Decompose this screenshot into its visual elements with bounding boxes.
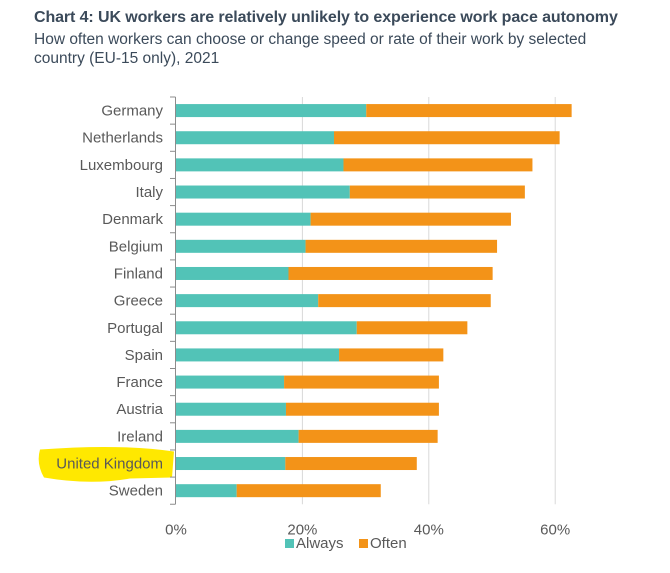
category-label: Belgium: [109, 238, 163, 255]
bar-often-spain: [339, 348, 444, 362]
category-label: Netherlands: [82, 130, 163, 147]
bar-often-luxembourg: [343, 158, 533, 172]
bar-always-greece: [176, 294, 319, 308]
bar-often-denmark: [310, 212, 511, 226]
category-label: Luxembourg: [80, 157, 163, 174]
bar-always-france: [176, 375, 285, 389]
legend-swatch-often: [359, 539, 368, 548]
category-label: Austria: [116, 401, 163, 418]
bar-always-italy: [176, 185, 350, 199]
bar-often-ireland: [298, 429, 438, 443]
bar-always-austria: [176, 402, 286, 416]
x-tick-label: 20%: [287, 521, 317, 538]
bar-always-united-kingdom: [176, 457, 286, 471]
bar-often-united-kingdom: [285, 457, 417, 471]
x-tick-label: 0%: [165, 521, 187, 538]
category-label: Denmark: [102, 211, 163, 228]
category-label: Greece: [114, 293, 163, 310]
bar-always-sweden: [176, 484, 237, 498]
category-label: Germany: [101, 103, 163, 120]
bar-often-italy: [349, 185, 525, 199]
category-label: Spain: [125, 347, 163, 364]
category-label: Sweden: [109, 483, 163, 500]
category-labels: Germany Netherlands Luxembourg Italy Denmark…: [56, 103, 163, 500]
bar-often-austria: [285, 402, 439, 416]
category-label: United Kingdom: [56, 456, 163, 473]
category-label: France: [116, 374, 163, 391]
category-label: Portugal: [107, 320, 163, 337]
y-axis: [170, 96, 176, 505]
category-label: Finland: [114, 265, 163, 282]
legend-label-often: Often: [370, 535, 407, 552]
bar-always-finland: [176, 266, 289, 280]
bars: [176, 104, 572, 498]
x-tick-label: 60%: [540, 521, 570, 538]
x-tick-label: 40%: [414, 521, 444, 538]
chart-subtitle: How often workers can choose or change s…: [34, 31, 587, 67]
bar-always-germany: [176, 104, 367, 118]
bar-often-germany: [366, 104, 572, 118]
bar-always-netherlands: [176, 131, 334, 145]
legend-swatch-always: [285, 539, 294, 548]
category-label: Ireland: [117, 428, 163, 445]
bar-often-belgium: [305, 239, 498, 253]
bar-always-denmark: [176, 212, 311, 226]
x-axis-tick-labels: 0% 20% 40% 60%: [165, 521, 570, 538]
bar-often-france: [284, 375, 439, 389]
highlight-layer: [38, 446, 174, 482]
chart-title: Chart 4: UK workers are relatively unlik…: [34, 9, 618, 26]
bar-often-portugal: [356, 321, 468, 335]
legend: Always Often: [285, 535, 407, 552]
legend-label-always: Always: [296, 535, 344, 552]
bar-always-ireland: [176, 429, 299, 443]
category-label: Italy: [135, 184, 163, 201]
bar-always-belgium: [176, 239, 306, 253]
highlighter-mark: [38, 446, 174, 482]
bar-often-sweden: [236, 484, 381, 498]
bar-often-finland: [288, 266, 493, 280]
bar-always-spain: [176, 348, 340, 362]
bar-always-portugal: [176, 321, 357, 335]
bar-often-greece: [318, 294, 491, 308]
bar-often-netherlands: [334, 131, 560, 145]
bar-always-luxembourg: [176, 158, 344, 172]
